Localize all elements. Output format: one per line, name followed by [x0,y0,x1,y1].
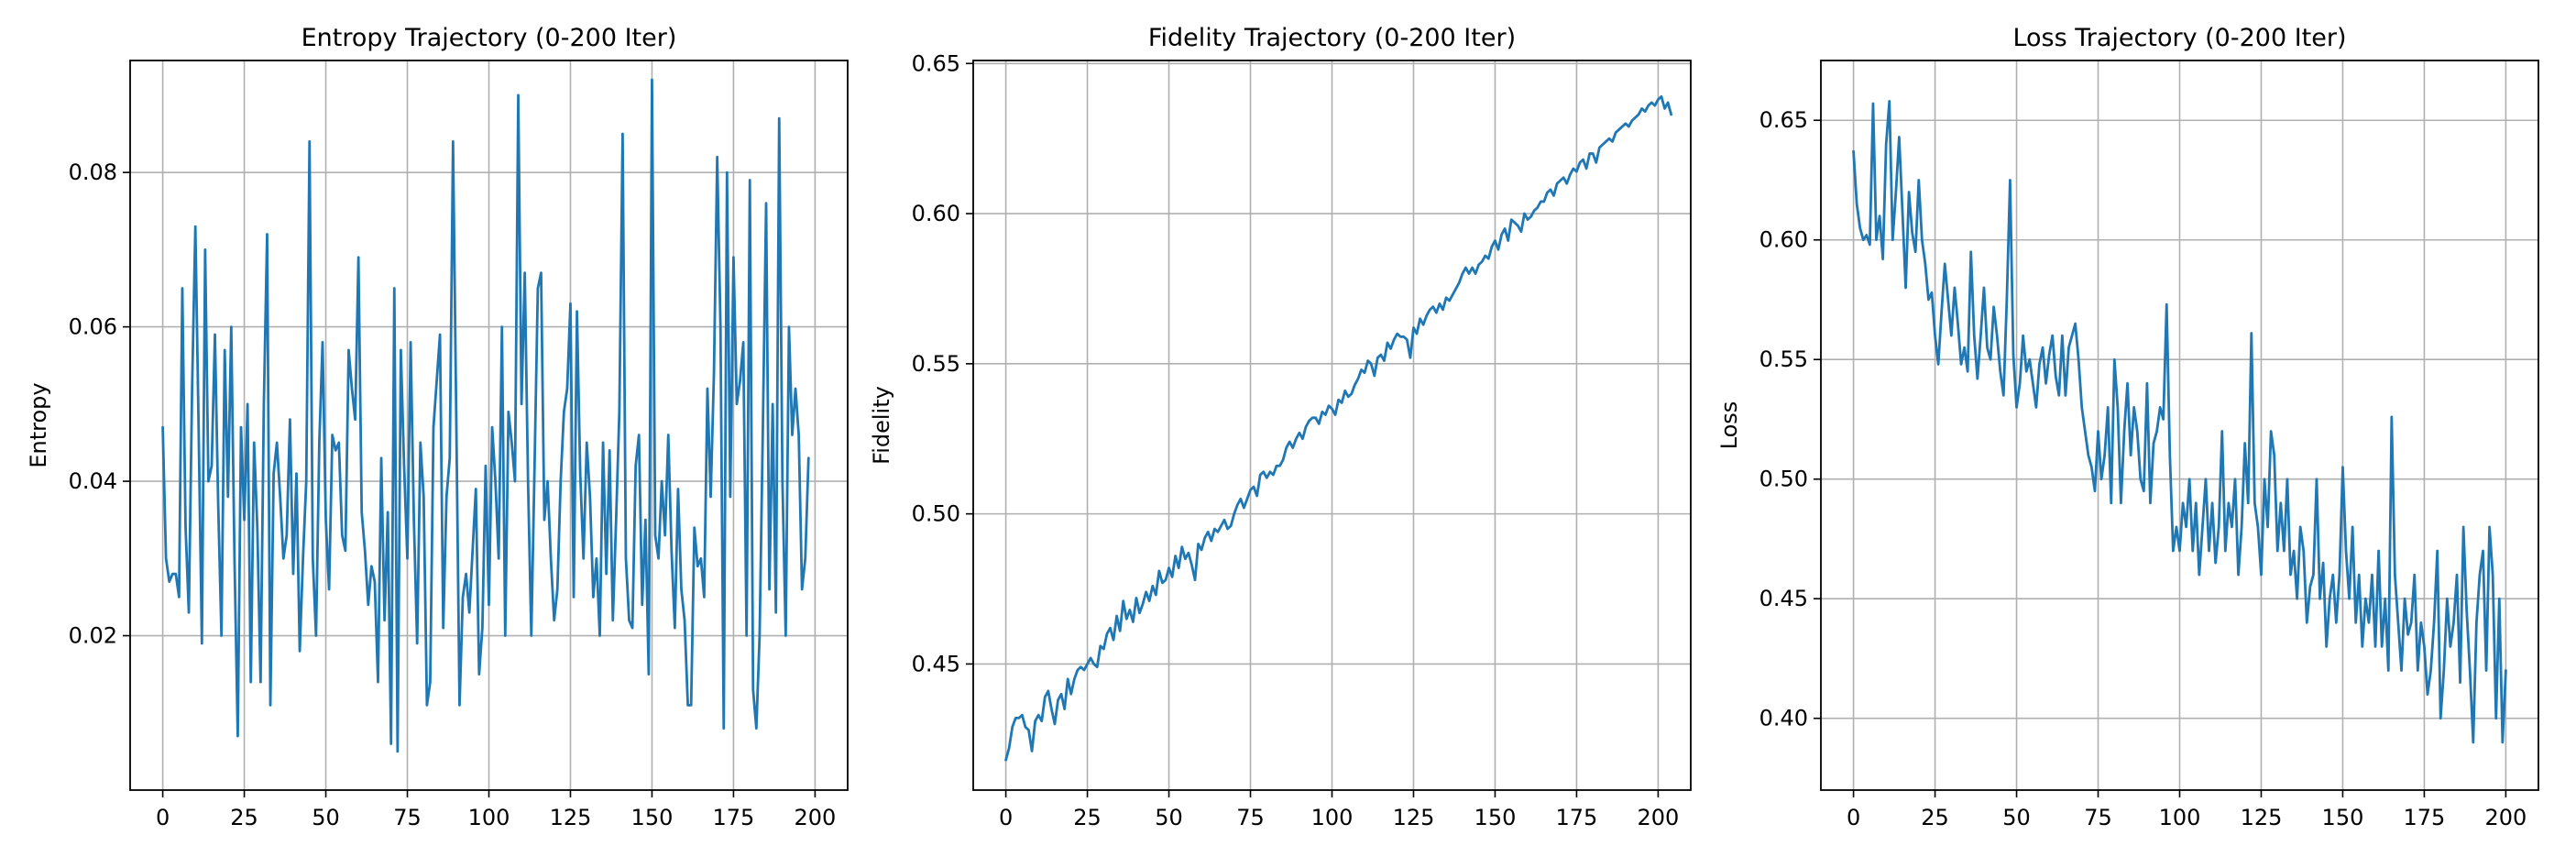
y-tick-label: 0.04 [69,468,117,494]
chart-title: Entropy Trajectory (0-200 Iter) [301,24,677,52]
chart-panel-2: 0 25 50 75 100 125 150 175 200 0.45 0.50 0.55 0.60 0.… [869,24,1692,830]
x-tick-label: 25 [1921,805,1949,830]
x-tick-label: 0 [156,805,170,830]
series-line-1 [1004,94,1673,762]
axes-frame [1820,60,2539,791]
x-tick-label: 100 [468,805,510,830]
y-tick-label: 0.08 [69,159,117,185]
chart-title: Loss Trajectory (0-200 Iter) [2012,24,2346,52]
y-tick-label: 0.02 [69,623,117,649]
x-tick-label: 150 [631,805,674,830]
x-tick-label: 0 [1847,805,1860,830]
x-tick-label: 75 [1236,805,1265,830]
y-axis-label: Loss [1716,401,1742,450]
x-tick-label: 125 [550,805,592,830]
y-tick-label: 0.06 [69,314,117,340]
x-tick-label: 125 [1393,805,1435,830]
y-tick-label: 0.55 [1759,346,1808,372]
x-tick-label: 100 [1311,805,1354,830]
chart-panel-1: 0 25 50 75 100 125 150 175 200 0.02 0.04 0.06 0.08 En… [26,24,849,830]
x-tick-label: 25 [1073,805,1102,830]
y-tick-label: 0.45 [912,651,960,676]
y-tick-label: 0.45 [1759,586,1808,611]
y-axis-label: Entropy [26,382,51,467]
y-tick-label: 0.50 [912,501,960,527]
x-tick-label: 175 [2404,805,2446,830]
y-tick-label: 0.50 [1759,467,1808,492]
axes-frame [129,60,849,791]
x-tick-label: 175 [1556,805,1598,830]
y-tick-label: 0.60 [912,201,960,226]
x-tick-label: 175 [713,805,755,830]
x-tick-label: 50 [1155,805,1183,830]
chart-panel-3: 0 25 50 75 100 125 150 175 200 0.40 0.45 0.50 0.55 0.… [1716,24,2539,830]
x-tick-label: 150 [2322,805,2364,830]
chart-title: Fidelity Trajectory (0-200 Iter) [1148,24,1516,52]
x-tick-label: 150 [1474,805,1517,830]
x-tick-label: 50 [312,805,340,830]
x-tick-label: 0 [999,805,1013,830]
y-tick-label: 0.55 [912,351,960,377]
x-tick-label: 125 [2241,805,2283,830]
series-line-1 [1852,99,2507,744]
x-tick-label: 75 [393,805,422,830]
x-tick-label: 200 [1638,805,1680,830]
x-tick-label: 75 [2084,805,2112,830]
y-tick-label: 0.65 [912,50,960,76]
x-tick-label: 200 [795,805,837,830]
y-tick-label: 0.60 [1759,227,1808,253]
series-line-1 [161,78,810,753]
x-tick-label: 200 [2485,805,2527,830]
x-tick-label: 25 [230,805,258,830]
axes-frame [972,60,1692,791]
x-tick-label: 50 [2002,805,2031,830]
y-tick-label: 0.65 [1759,107,1808,133]
y-tick-label: 0.40 [1759,706,1808,731]
x-tick-label: 100 [2159,805,2201,830]
y-axis-label: Fidelity [869,386,894,465]
